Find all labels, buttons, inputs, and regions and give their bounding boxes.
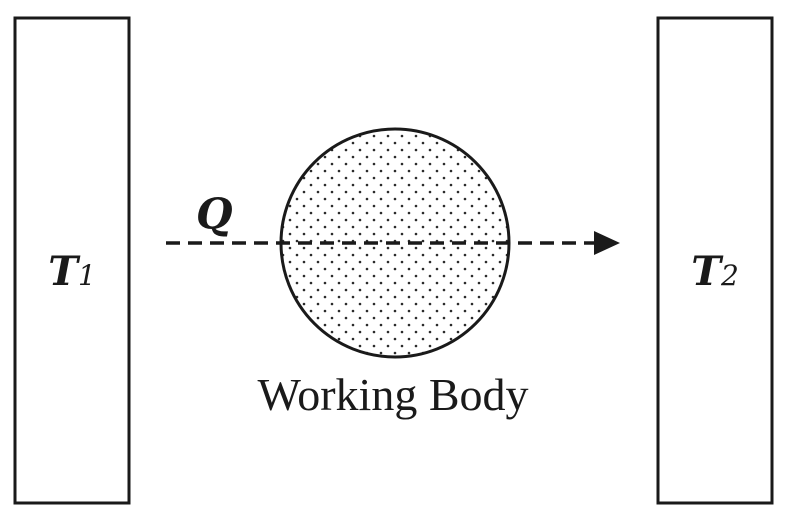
- working-body-label: Working Body: [257, 369, 528, 420]
- cold-reservoir-box: [656, 16, 774, 505]
- cold-reservoir-label: T2: [691, 248, 739, 295]
- arrowhead-icon: [594, 231, 620, 255]
- cold-reservoir: T2: [656, 16, 774, 505]
- hot-reservoir-subscript: 1: [78, 259, 96, 292]
- heat-flow-arrow: [166, 231, 620, 255]
- cold-reservoir-symbol: T: [691, 248, 724, 295]
- heat-flow-label: Q: [196, 189, 233, 238]
- hot-reservoir-box: [13, 16, 131, 505]
- hot-reservoir-label: T1: [48, 248, 96, 295]
- hot-reservoir: T1: [13, 16, 131, 505]
- hot-reservoir-symbol: T: [48, 248, 81, 295]
- cold-reservoir-subscript: 2: [720, 259, 739, 292]
